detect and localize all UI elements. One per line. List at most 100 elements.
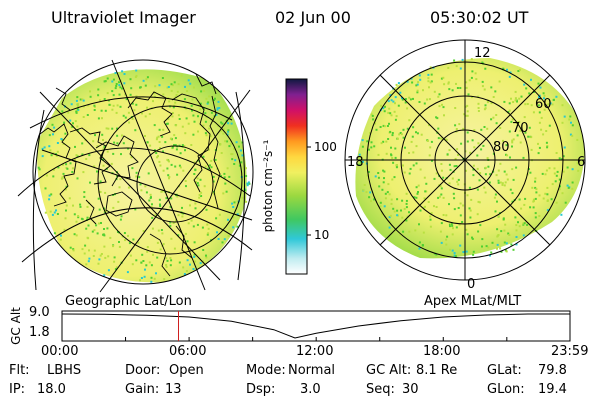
speckle-pixel bbox=[542, 197, 545, 200]
speckle-pixel bbox=[369, 132, 372, 135]
speckle-pixel bbox=[490, 86, 493, 89]
speckle-pixel bbox=[60, 138, 63, 140]
speckle-pixel bbox=[419, 78, 422, 81]
speckle-pixel bbox=[406, 215, 409, 218]
speckle-pixel bbox=[546, 146, 549, 149]
speckle-pixel bbox=[71, 125, 74, 128]
speckle-pixel bbox=[105, 210, 108, 213]
speckle-pixel bbox=[414, 229, 417, 232]
speckle-pixel bbox=[88, 154, 91, 157]
speckle-pixel bbox=[394, 156, 397, 159]
speckle-pixel bbox=[447, 66, 450, 69]
speckle-pixel bbox=[218, 213, 221, 216]
speckle-pixel bbox=[466, 140, 469, 143]
speckle-pixel bbox=[68, 197, 71, 200]
speckle-pixel bbox=[209, 135, 212, 138]
speckle-pixel bbox=[558, 157, 561, 160]
speckle-pixel bbox=[63, 228, 66, 231]
speckle-pixel bbox=[219, 143, 222, 146]
speckle-pixel bbox=[174, 137, 177, 140]
speckle-pixel bbox=[207, 148, 210, 151]
speckle-pixel bbox=[207, 232, 210, 235]
speckle-pixel bbox=[204, 112, 207, 115]
speckle-pixel bbox=[416, 91, 419, 94]
speckle-pixel bbox=[534, 180, 537, 183]
speckle-pixel bbox=[524, 131, 527, 134]
speckle-pixel bbox=[392, 161, 395, 164]
speckle-pixel bbox=[107, 255, 110, 258]
speckle-pixel bbox=[134, 208, 137, 211]
speckle-pixel bbox=[504, 181, 507, 184]
speckle-pixel bbox=[534, 216, 537, 219]
speckle-pixel bbox=[412, 126, 415, 129]
speckle-pixel bbox=[159, 164, 162, 167]
speckle-pixel bbox=[562, 155, 565, 158]
speckle-pixel bbox=[193, 161, 196, 164]
speckle-pixel bbox=[152, 100, 154, 103]
speckle-pixel bbox=[461, 221, 464, 223]
speckle-pixel bbox=[148, 261, 151, 264]
speckle-pixel bbox=[477, 95, 480, 98]
speckle-pixel bbox=[170, 83, 173, 86]
speckle-pixel bbox=[139, 279, 141, 282]
speckle-pixel bbox=[428, 154, 431, 157]
speckle-pixel bbox=[62, 142, 65, 145]
speckle-pixel bbox=[457, 154, 459, 156]
speckle-pixel bbox=[159, 203, 161, 206]
speckle-pixel bbox=[244, 189, 247, 192]
speckle-pixel bbox=[477, 107, 480, 109]
speckle-pixel bbox=[405, 219, 408, 222]
speckle-pixel bbox=[170, 237, 173, 240]
speckle-pixel bbox=[93, 109, 96, 111]
time-label: 05:30:02 UT bbox=[430, 8, 529, 27]
speckle-pixel bbox=[76, 96, 79, 99]
speckle-pixel bbox=[522, 222, 525, 225]
speckle-pixel bbox=[493, 196, 496, 199]
speckle-pixel bbox=[480, 128, 483, 131]
speckle-pixel bbox=[210, 159, 213, 162]
speckle-pixel bbox=[449, 168, 452, 171]
speckle-pixel bbox=[167, 174, 170, 177]
speckle-pixel bbox=[71, 171, 74, 173]
speckle-pixel bbox=[158, 141, 161, 143]
speckle-pixel bbox=[199, 262, 202, 265]
speckle-pixel bbox=[388, 220, 391, 223]
speckle-pixel bbox=[429, 146, 432, 149]
speckle-pixel bbox=[426, 98, 429, 101]
speckle-pixel bbox=[430, 73, 433, 76]
speckle-pixel bbox=[140, 189, 143, 192]
speckle-pixel bbox=[401, 216, 404, 219]
speckle-pixel bbox=[446, 235, 449, 238]
speckle-pixel bbox=[223, 172, 226, 175]
speckle-pixel bbox=[379, 126, 382, 128]
speckle-pixel bbox=[441, 138, 444, 141]
speckle-pixel bbox=[118, 241, 120, 243]
mlt-label-12: 12 bbox=[474, 46, 491, 61]
speckle-pixel bbox=[231, 202, 234, 205]
speckle-pixel bbox=[162, 150, 164, 153]
speckle-pixel bbox=[388, 193, 391, 196]
speckle-pixel bbox=[51, 123, 54, 126]
speckle-pixel bbox=[418, 223, 420, 226]
speckle-pixel bbox=[545, 130, 548, 132]
speckle-pixel bbox=[76, 129, 79, 132]
speckle-pixel bbox=[216, 107, 219, 110]
speckle-pixel bbox=[184, 85, 186, 88]
speckle-pixel bbox=[488, 181, 491, 184]
speckle-pixel bbox=[383, 125, 386, 128]
speckle-pixel bbox=[53, 211, 56, 214]
speckle-pixel bbox=[537, 152, 540, 155]
speckle-pixel bbox=[520, 95, 523, 98]
speckle-pixel bbox=[511, 118, 514, 121]
speckle-pixel bbox=[241, 154, 244, 157]
speckle-pixel bbox=[367, 171, 370, 173]
speckle-pixel bbox=[73, 213, 76, 216]
speckle-pixel bbox=[518, 225, 521, 228]
speckle-pixel bbox=[383, 205, 386, 208]
speckle-pixel bbox=[173, 247, 176, 250]
speckle-pixel bbox=[416, 192, 419, 195]
speckle-pixel bbox=[85, 263, 88, 266]
speckle-pixel bbox=[525, 87, 528, 90]
speckle-pixel bbox=[503, 229, 506, 232]
speckle-pixel bbox=[227, 130, 230, 133]
